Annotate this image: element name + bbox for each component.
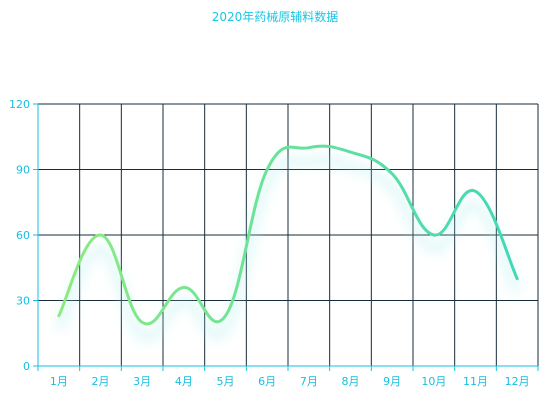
data-point xyxy=(391,172,394,175)
chart-title: 2020年药械原辅料数据 xyxy=(211,10,339,24)
x-tick-label: 7月 xyxy=(300,375,318,388)
series-layer xyxy=(55,144,521,342)
data-point xyxy=(182,286,185,289)
x-tick-label: 3月 xyxy=(133,375,151,388)
y-tick-label: 60 xyxy=(16,229,30,242)
x-tick-label: 9月 xyxy=(383,375,401,388)
x-tick-label: 5月 xyxy=(217,375,235,388)
data-point xyxy=(307,146,310,149)
x-tick-label: 10月 xyxy=(421,375,446,388)
data-point xyxy=(141,321,144,324)
data-point xyxy=(432,234,435,237)
series-line xyxy=(57,144,519,326)
x-tick-label: 4月 xyxy=(175,375,193,388)
x-tick-label: 12月 xyxy=(505,375,530,388)
grid xyxy=(38,103,539,366)
axes xyxy=(33,103,539,371)
y-tick-label: 90 xyxy=(16,164,30,177)
y-tick-label: 0 xyxy=(23,360,30,373)
y-tick-label: 120 xyxy=(9,98,30,111)
x-tick-label: 6月 xyxy=(258,375,276,388)
series-line-shadow xyxy=(55,156,521,342)
data-point xyxy=(57,314,60,317)
data-point xyxy=(99,234,102,237)
x-tick-label: 1月 xyxy=(50,375,68,388)
y-tick-label: 30 xyxy=(16,295,30,308)
data-point xyxy=(474,190,477,193)
x-tick-label: 11月 xyxy=(463,375,488,388)
data-point xyxy=(516,277,519,280)
data-point xyxy=(349,151,352,154)
data-point xyxy=(224,314,227,317)
x-tick-label: 2月 xyxy=(92,375,110,388)
x-tick-label: 8月 xyxy=(342,375,360,388)
tick-labels: 0 30 60 90 120 1月 2月 3月 4月 5月 6月 7月 8月 9月 10月 11月 12月 xyxy=(9,98,530,388)
data-point xyxy=(266,168,269,171)
